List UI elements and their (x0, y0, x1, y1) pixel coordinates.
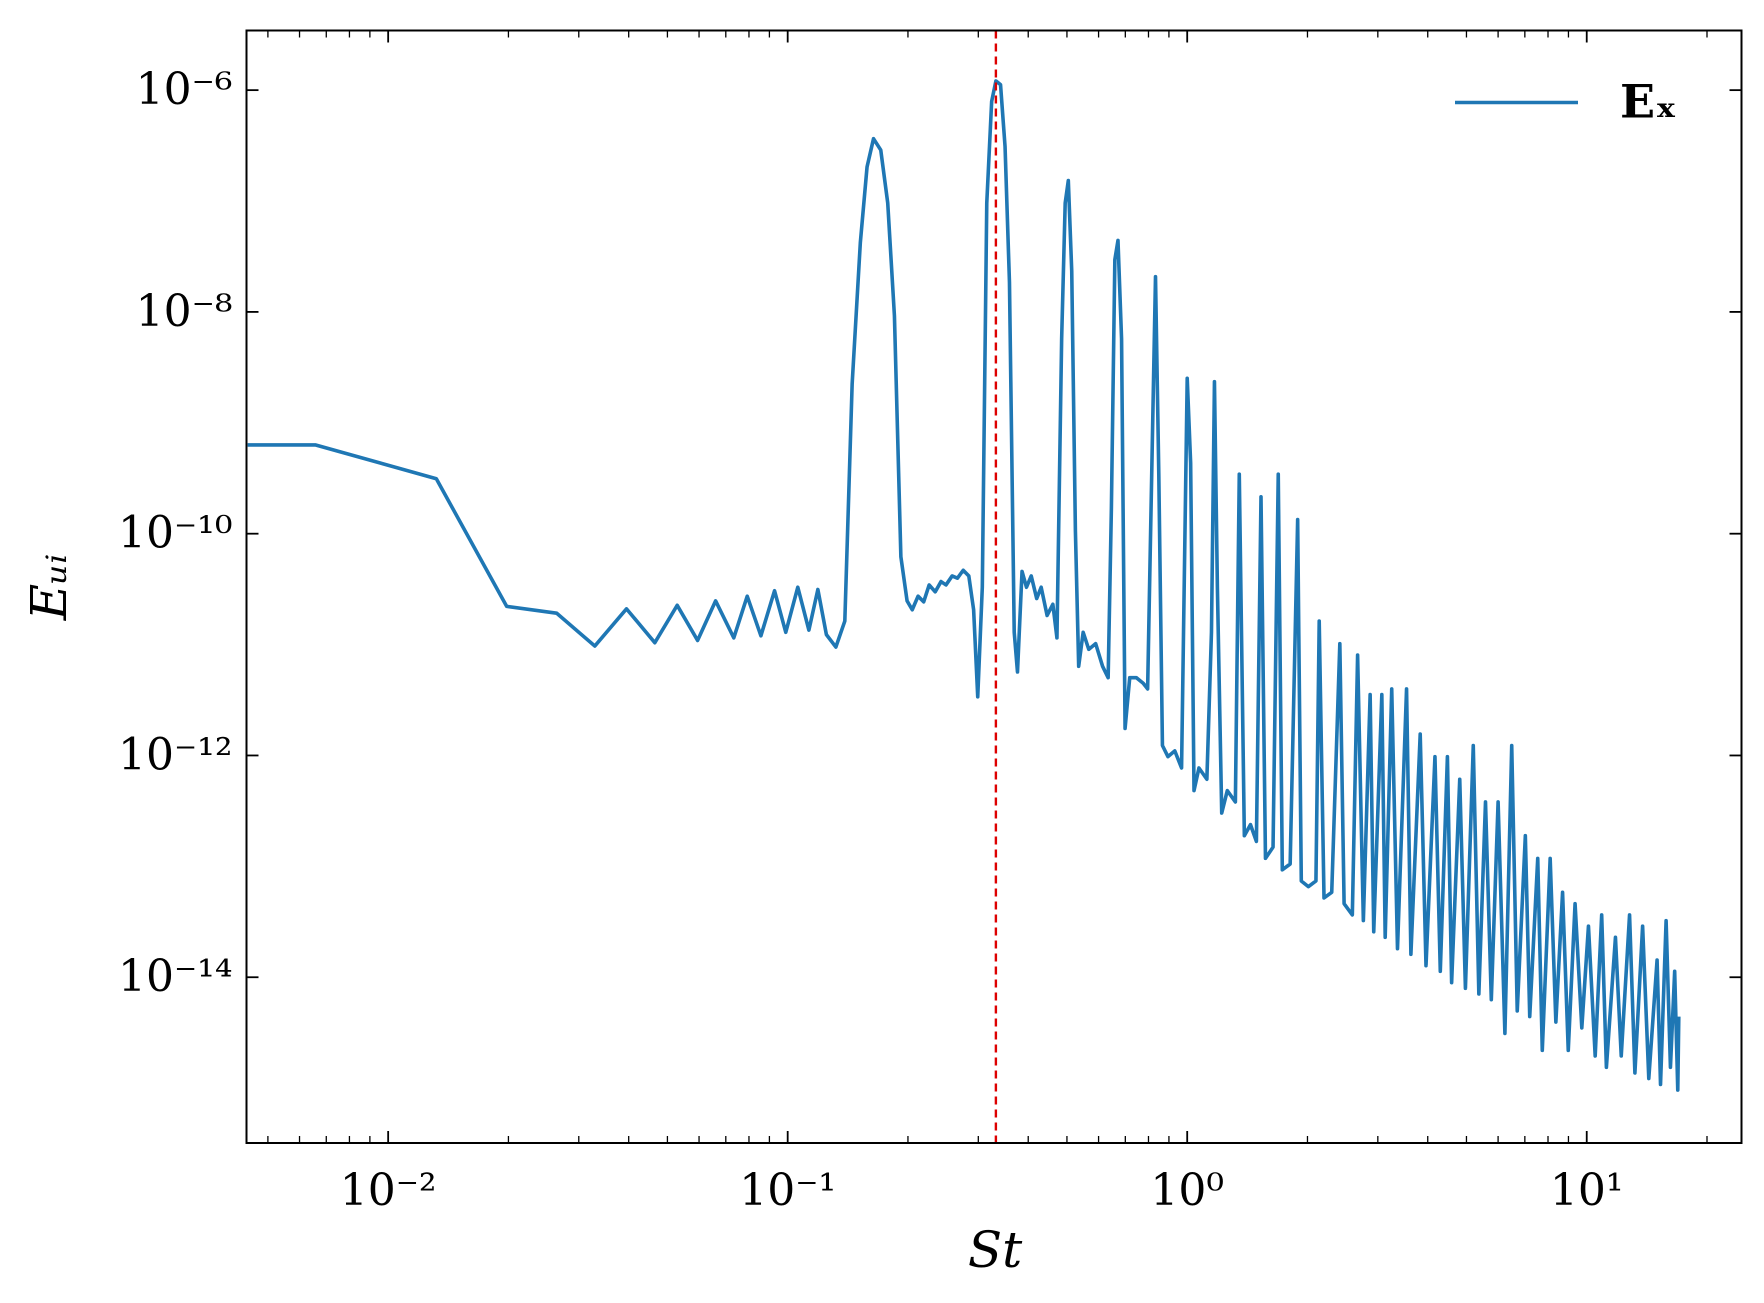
x-tick-label: 10⁻¹ (739, 1165, 836, 1216)
x-tick-label: 10⁻² (340, 1165, 437, 1216)
y-tick-label: 10⁻⁶ (136, 64, 233, 115)
plot-area (247, 30, 1681, 1143)
y-tick-label: 10⁻⁸ (136, 286, 233, 337)
legend-label: Eₓ (1620, 75, 1677, 129)
y-tick-label: 10⁻¹⁰ (118, 508, 233, 559)
data-line (247, 79, 1681, 1092)
x-tick-label: 10⁰ (1150, 1165, 1224, 1216)
y-axis-label: Eᵤᵢ (20, 554, 78, 622)
x-axis-label: St (968, 1221, 1023, 1279)
y-tick-label: 10⁻¹⁴ (118, 951, 233, 1002)
x-tick-label: 10¹ (1550, 1165, 1624, 1216)
y-tick-label: 10⁻¹² (118, 729, 233, 780)
plot-frame (245, 29, 1743, 1144)
